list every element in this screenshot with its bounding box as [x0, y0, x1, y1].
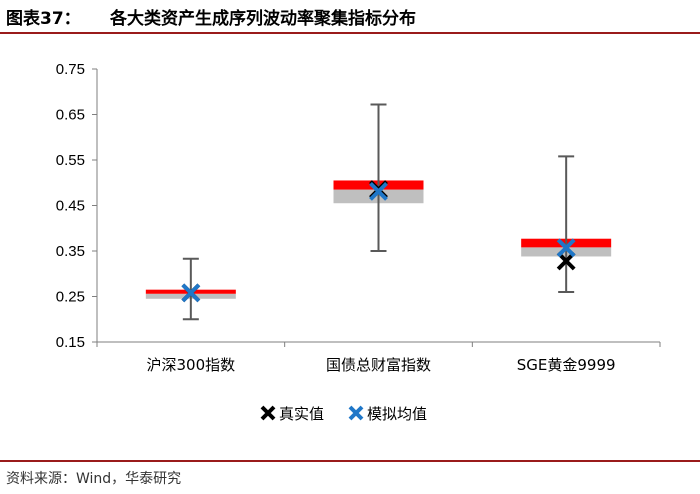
- legend-label-sim: 模拟均值: [367, 405, 427, 423]
- x-category-label: SGE黄金9999: [517, 356, 616, 374]
- sim-mean-marker: [181, 283, 201, 303]
- source-note: 资料来源：Wind，华泰研究: [6, 471, 182, 487]
- x-category-label: 国债总财富指数: [326, 356, 431, 374]
- y-tick-label: 0.15: [56, 334, 85, 351]
- y-tick-label: 0.45: [56, 198, 85, 215]
- y-tick-label: 0.65: [56, 107, 85, 124]
- figure-header: 图表37： 各大类资产生成序列波动率聚集指标分布: [0, 0, 700, 34]
- y-tick-label: 0.25: [56, 289, 85, 306]
- y-tick-label: 0.35: [56, 243, 85, 260]
- figure-footer: 资料来源：Wind，华泰研究: [0, 460, 700, 494]
- legend-label-true: 真实值: [279, 405, 324, 423]
- x-category-label: 沪深300指数: [147, 356, 236, 374]
- legend-sim-marker: [348, 405, 364, 421]
- legend-true-marker: [260, 405, 276, 421]
- y-tick-label: 0.55: [56, 152, 85, 169]
- sim-mean-marker: [369, 181, 388, 201]
- figure-label: 图表37：: [6, 9, 81, 29]
- y-tick-label: 0.75: [56, 61, 85, 78]
- sim-mean-marker: [556, 238, 576, 258]
- box-chart: 0.75 0.65 0.55 0.45 0.35 0.25 0.15 沪深300指数 国债总财富…: [56, 61, 661, 423]
- figure-title: 各大类资产生成序列波动率聚集指标分布: [110, 9, 416, 29]
